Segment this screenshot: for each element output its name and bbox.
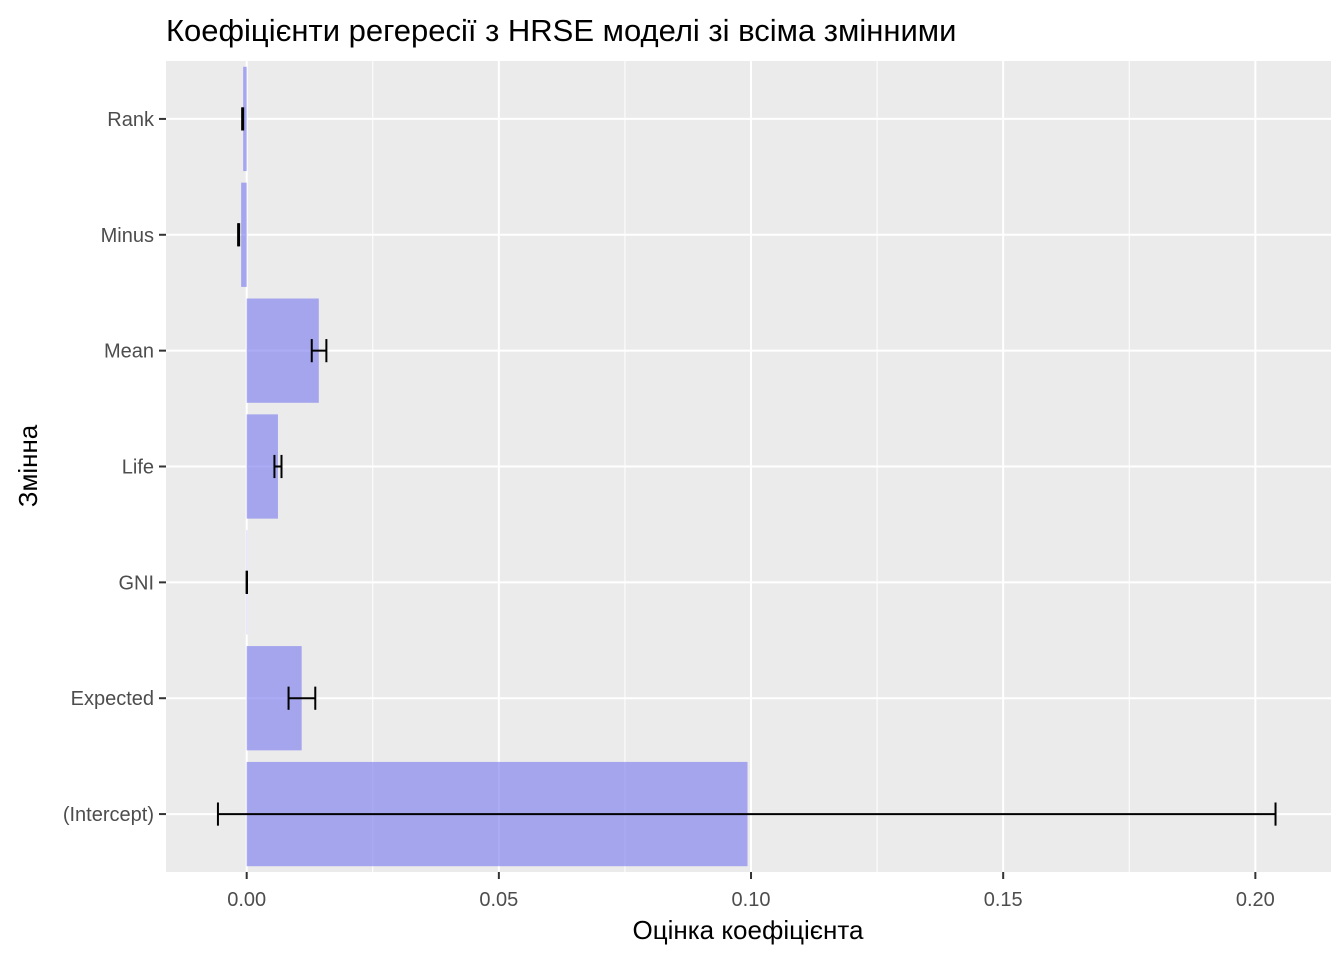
- y-tick-label: Expected: [71, 688, 154, 710]
- bar-minus: [241, 182, 247, 287]
- error-bars: [216, 107, 1277, 826]
- error-bar-minus: [237, 223, 241, 247]
- y-tick-label: (Intercept): [63, 804, 154, 826]
- x-tick-label: 0.05: [479, 889, 518, 911]
- x-tick-label: 0.00: [227, 889, 266, 911]
- x-tick-label: 0.10: [732, 889, 771, 911]
- y-tick-label: Rank: [107, 109, 155, 131]
- bar-life: [246, 414, 278, 519]
- y-axis: (Intercept) Expected GNI Life Mean Minus Rank: [63, 109, 166, 826]
- bar-mean: [246, 298, 319, 403]
- error-bar-life: [273, 454, 283, 479]
- error-bar-rank: [241, 107, 245, 131]
- bar-rank: [243, 66, 247, 172]
- chart-title: Коефіцієнти регересії з HRSE моделі зі в…: [166, 13, 956, 48]
- y-tick-label: Minus: [101, 225, 154, 247]
- y-tick-label: Mean: [104, 341, 154, 363]
- error-bar-intercept: [216, 802, 1277, 826]
- x-tick-label: 0.15: [984, 889, 1023, 911]
- x-tick-label: 0.20: [1236, 889, 1275, 911]
- error-bar-expected: [287, 686, 317, 710]
- error-bar-mean: [310, 339, 328, 363]
- x-axis: 0.00 0.05 0.10 0.15 0.20: [227, 872, 1275, 911]
- x-axis-title: Оцінка коефіцієнта: [632, 915, 864, 945]
- y-tick-label: GNI: [118, 572, 154, 594]
- y-axis-title: Змінна: [13, 424, 43, 507]
- y-tick-label: Life: [122, 457, 154, 479]
